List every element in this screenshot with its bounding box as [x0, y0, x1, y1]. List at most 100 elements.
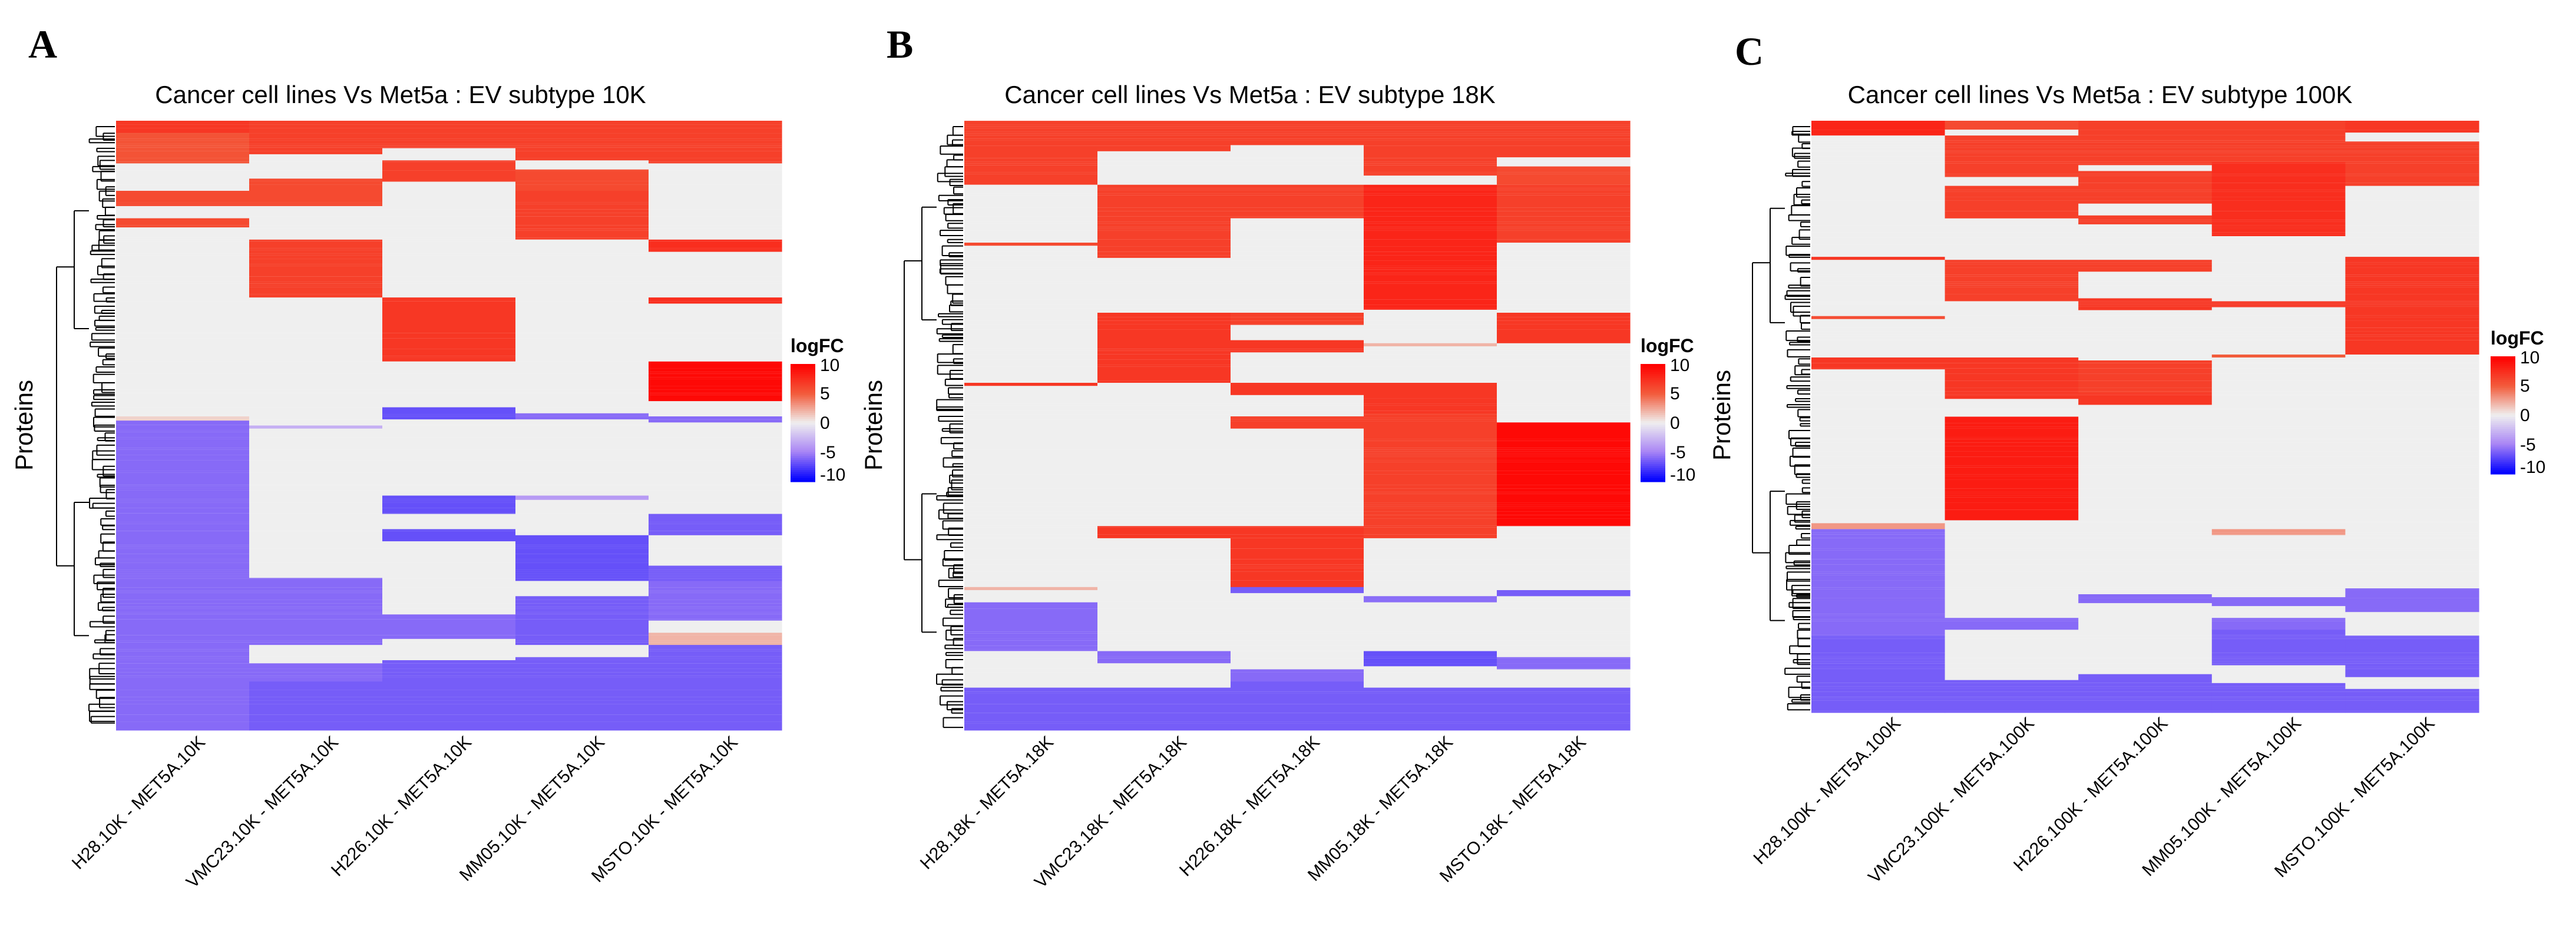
heatmap-row-line — [116, 377, 782, 378]
heatmap-cell-block — [1811, 635, 1946, 713]
heatmap-row-line — [116, 592, 782, 593]
heatmap-cell-block — [964, 383, 1098, 386]
heatmap-cell-block — [1811, 357, 1946, 370]
heatmap-row-line — [116, 700, 782, 701]
heatmap-row-line — [116, 133, 782, 134]
heatmap-cell-block — [2345, 257, 2479, 355]
y-axis-label: Proteins — [859, 380, 887, 471]
heatmap-row-line — [964, 640, 1630, 641]
heatmap-row-line — [964, 723, 1630, 724]
heatmap-row-line — [964, 633, 1630, 634]
legend-color-step — [791, 376, 815, 378]
heatmap-cell-block — [649, 633, 782, 645]
heatmap-cell-block — [964, 590, 1098, 603]
heatmap-row-line — [964, 350, 1630, 351]
heatmap-row-line — [964, 354, 1630, 355]
heatmap-row-line — [116, 490, 782, 491]
legend-color-step — [791, 378, 815, 380]
heatmap-row-line — [116, 472, 782, 473]
heatmap-row-line — [116, 548, 782, 549]
heatmap-row-line — [964, 308, 1630, 309]
heatmap-cell-block — [2345, 133, 2479, 142]
heatmap-cell-block — [1945, 218, 2079, 260]
column-label: MSTO.100K - MET5A.100K — [2271, 714, 2439, 882]
heatmap-row-line — [1811, 274, 2479, 275]
heatmap-cell-block — [649, 581, 782, 621]
legend-color-step — [2491, 427, 2515, 429]
heatmap-row-line — [1811, 564, 2479, 565]
legend-color-step — [1641, 388, 1665, 390]
heatmap-cell-block — [1497, 526, 1631, 591]
legend-color-step — [2491, 368, 2515, 370]
column-label: H28.100K - MET5A.100K — [1750, 714, 1905, 869]
legend-color-step — [1641, 426, 1665, 429]
legend-color-step — [791, 413, 815, 416]
heatmap-row-line — [116, 714, 782, 715]
heatmap-row-line — [964, 184, 1630, 185]
heatmap-cell-block — [1097, 651, 1231, 664]
heatmap-cell-block — [649, 535, 782, 566]
legend-color-step — [791, 397, 815, 400]
legend-color-step — [791, 442, 815, 445]
legend-color-step — [791, 372, 815, 375]
heatmap-row-line — [116, 140, 782, 141]
heatmap-row-line — [116, 608, 782, 609]
heatmap-cell-block — [1945, 177, 2079, 186]
heatmap-cell-block — [1097, 663, 1231, 688]
heatmap-cell-block — [1497, 687, 1631, 731]
legend-color-step — [2491, 362, 2515, 365]
heatmap-row-line — [964, 502, 1630, 503]
heatmap-row-line — [1811, 391, 2479, 392]
heatmap-cell-block — [249, 428, 383, 578]
legend-color-step — [2491, 439, 2515, 441]
heatmap-row-line — [964, 693, 1630, 694]
heatmap-row-line — [1811, 145, 2479, 146]
heatmap-row-line — [964, 172, 1630, 173]
legend-color-step — [1641, 438, 1665, 441]
legend-color-step — [1641, 450, 1665, 453]
heatmap-row-line — [964, 140, 1630, 141]
heatmap-row-line — [116, 283, 782, 284]
legend-color-step — [791, 373, 815, 376]
heatmap-cell-block — [116, 163, 250, 191]
heatmap-cell-block — [2211, 236, 2346, 302]
legend-color-step — [791, 450, 815, 453]
heatmap-row-line — [1811, 619, 2479, 620]
legend-color-step — [1641, 468, 1665, 471]
heatmap-row-line — [964, 299, 1630, 300]
heatmap-cell-block — [382, 297, 516, 362]
heatmap-cell-block — [1811, 121, 1946, 136]
heatmap-panel-b: B Cancer cell lines Vs Met5a : EV subtype… — [859, 22, 1695, 892]
heatmap-cell-block — [1945, 260, 2079, 302]
heatmap-row-line — [964, 548, 1630, 549]
heatmap-cell-block — [1364, 596, 1497, 603]
heatmap-row-line — [964, 193, 1630, 194]
legend-color-step — [1641, 476, 1665, 478]
heatmap-row-line — [116, 619, 782, 620]
heatmap-cell-block — [515, 657, 649, 731]
legend-color-step — [1641, 417, 1665, 419]
legend-color-step — [791, 423, 815, 425]
heatmap-cell-block — [1497, 157, 1631, 167]
legend-color-step — [791, 468, 815, 471]
legend-color-step — [2491, 364, 2515, 367]
legend-color-step — [791, 426, 815, 429]
legend-color-step — [2491, 399, 2515, 402]
heatmap-cell-block — [515, 121, 649, 161]
heatmap-cell-block — [1945, 416, 2079, 521]
legend-color-step — [1641, 397, 1665, 400]
legend-color-step — [1641, 367, 1665, 370]
heatmap-cell-block — [649, 401, 782, 417]
panel-label: A — [28, 22, 57, 67]
heatmap-row-line — [116, 285, 782, 286]
heatmap-cell-block — [382, 419, 516, 496]
heatmap-row-line — [116, 640, 782, 641]
heatmap-cell-block — [1945, 301, 2079, 358]
legend-color-step — [1641, 393, 1665, 396]
heatmap-cell-block — [1497, 343, 1631, 423]
legend-color-step — [1641, 478, 1665, 481]
heatmap-row-line — [964, 601, 1630, 602]
legend-color-step — [1641, 364, 1665, 366]
heatmap-row-line — [964, 324, 1630, 325]
heatmap-cell-block — [649, 620, 782, 633]
